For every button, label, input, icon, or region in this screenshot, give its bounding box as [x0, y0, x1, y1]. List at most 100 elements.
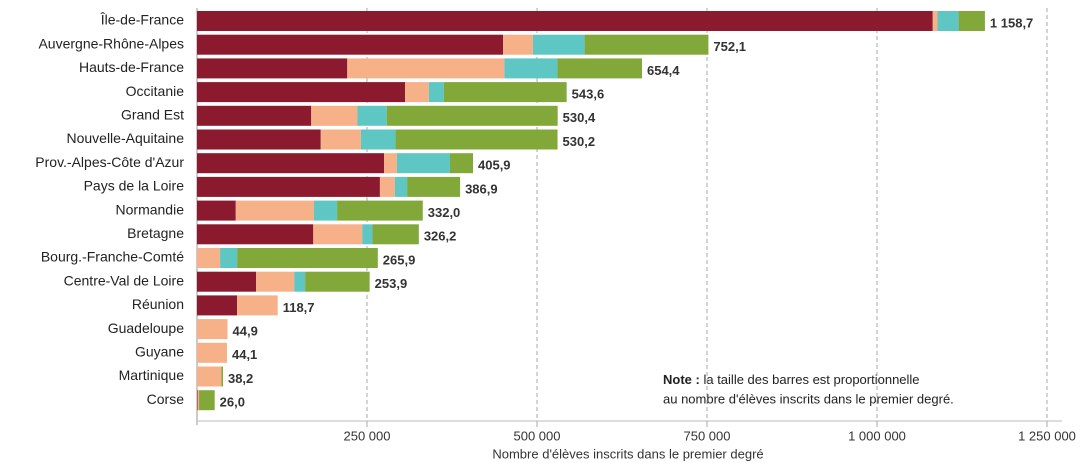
value-label: 253,9	[375, 276, 408, 291]
note-line: au nombre d'élèves inscrits dans le prem…	[663, 391, 954, 406]
value-label: 543,6	[572, 87, 605, 102]
bar-segment	[197, 129, 321, 150]
bar-segment	[443, 82, 567, 103]
y-tick-label: Centre-Val de Loire	[64, 272, 185, 288]
bar-segment	[313, 224, 363, 245]
x-tick-label: 500 000	[514, 428, 561, 443]
bar-segment	[372, 224, 419, 245]
bar-segment	[405, 82, 429, 103]
value-label: 44,9	[233, 324, 258, 339]
value-label: 26,0	[220, 395, 245, 410]
y-tick-label: Occitanie	[126, 83, 185, 99]
bar-segment	[197, 390, 200, 411]
bar-segment	[362, 224, 373, 245]
x-tick-label: 250 000	[344, 428, 391, 443]
bar-segment	[386, 105, 558, 126]
bar-segment	[197, 224, 314, 245]
y-tick-label: Hauts-de-France	[79, 59, 184, 75]
bar-segment	[932, 11, 938, 31]
x-tick-label: 750 000	[684, 428, 731, 443]
bar-segment	[197, 319, 228, 340]
bar-segment	[311, 105, 358, 126]
bar-segment	[504, 58, 558, 79]
y-tick-label: Guadeloupe	[108, 320, 185, 336]
bar-segment	[237, 295, 278, 316]
y-tick-label: Prov.-Alpes-Côte d'Azur	[35, 154, 184, 170]
y-tick-label: Grand Est	[121, 107, 184, 123]
bar-segment	[394, 176, 408, 197]
bar-segment	[379, 176, 395, 197]
bar-segment	[197, 105, 312, 126]
bar-segment	[357, 105, 387, 126]
bar-segment	[197, 176, 380, 197]
bar-segment	[221, 366, 223, 387]
bar-segment	[197, 366, 222, 387]
bar-segment	[256, 271, 295, 292]
y-tick-label: Bourg.-Franche-Comté	[41, 249, 184, 265]
value-label: 44,1	[232, 347, 257, 362]
y-tick-label: Guyane	[135, 344, 184, 360]
y-tick-label: Auvergne-Rhône-Alpes	[38, 35, 184, 51]
value-label: 1 158,7	[990, 15, 1033, 30]
bar-segment	[384, 153, 397, 174]
value-label: 752,1	[713, 39, 746, 54]
value-label: 654,4	[647, 63, 680, 78]
bar-segment	[197, 11, 933, 31]
bar-segment	[197, 34, 503, 55]
note-label: Note :	[663, 372, 700, 387]
bar-segment	[294, 271, 306, 292]
bar-segment	[197, 342, 227, 363]
bar-segment	[199, 390, 215, 411]
bar-segment	[220, 248, 238, 268]
bar-segment	[503, 34, 533, 55]
bar-segment	[395, 129, 558, 150]
bar-segment	[360, 129, 396, 150]
bar-segment	[235, 200, 314, 221]
bar-segment	[320, 129, 361, 150]
bar-segment	[197, 200, 236, 221]
bar-segment	[197, 58, 348, 79]
bar-segment	[396, 153, 450, 174]
y-tick-label: Martinique	[119, 367, 185, 383]
y-tick-label: Île-de-France	[100, 12, 184, 28]
y-tick-label: Corse	[147, 391, 185, 407]
value-label: 326,2	[424, 229, 457, 244]
note: Note : la taille des barres est proporti…	[663, 372, 920, 387]
y-tick-label: Pays de la Loire	[84, 178, 185, 194]
bar-segment	[197, 82, 406, 103]
value-label: 265,9	[383, 252, 416, 267]
value-label: 332,0	[428, 205, 461, 220]
bar-segment	[197, 295, 238, 316]
bar-segment	[337, 200, 423, 221]
bar-segment	[237, 248, 378, 268]
x-tick-label: 1 000 000	[848, 428, 906, 443]
bar-segment	[197, 390, 198, 411]
bar-segment	[532, 34, 585, 55]
value-label: 405,9	[478, 158, 511, 173]
bar-segment	[937, 11, 959, 31]
bar-segment	[449, 153, 474, 174]
bar-segment	[347, 58, 505, 79]
value-label: 118,7	[283, 300, 315, 315]
bar-segment	[428, 82, 444, 103]
bar-segment	[197, 248, 221, 268]
bar-segment	[407, 176, 461, 197]
x-tick-label: 1 250 000	[1018, 428, 1076, 443]
value-label: 386,9	[465, 181, 498, 196]
value-label: 530,4	[563, 110, 596, 125]
bar-segment	[584, 34, 709, 55]
x-axis-title: Nombre d'élèves inscrits dans le premier…	[492, 446, 763, 461]
y-tick-label: Nouvelle-Aquitaine	[66, 130, 184, 146]
bar-segment	[313, 200, 338, 221]
bar-segment	[305, 271, 370, 292]
bar-segment	[557, 58, 642, 79]
bar-segment	[197, 153, 384, 174]
y-tick-label: Normandie	[116, 201, 185, 217]
y-tick-label: Réunion	[132, 296, 184, 312]
bar-segment	[958, 11, 985, 31]
bar-segment	[197, 271, 257, 292]
y-tick-label: Bretagne	[127, 225, 184, 241]
value-label: 38,2	[228, 371, 253, 386]
note-line: la taille des barres est proportionnelle	[703, 372, 919, 387]
